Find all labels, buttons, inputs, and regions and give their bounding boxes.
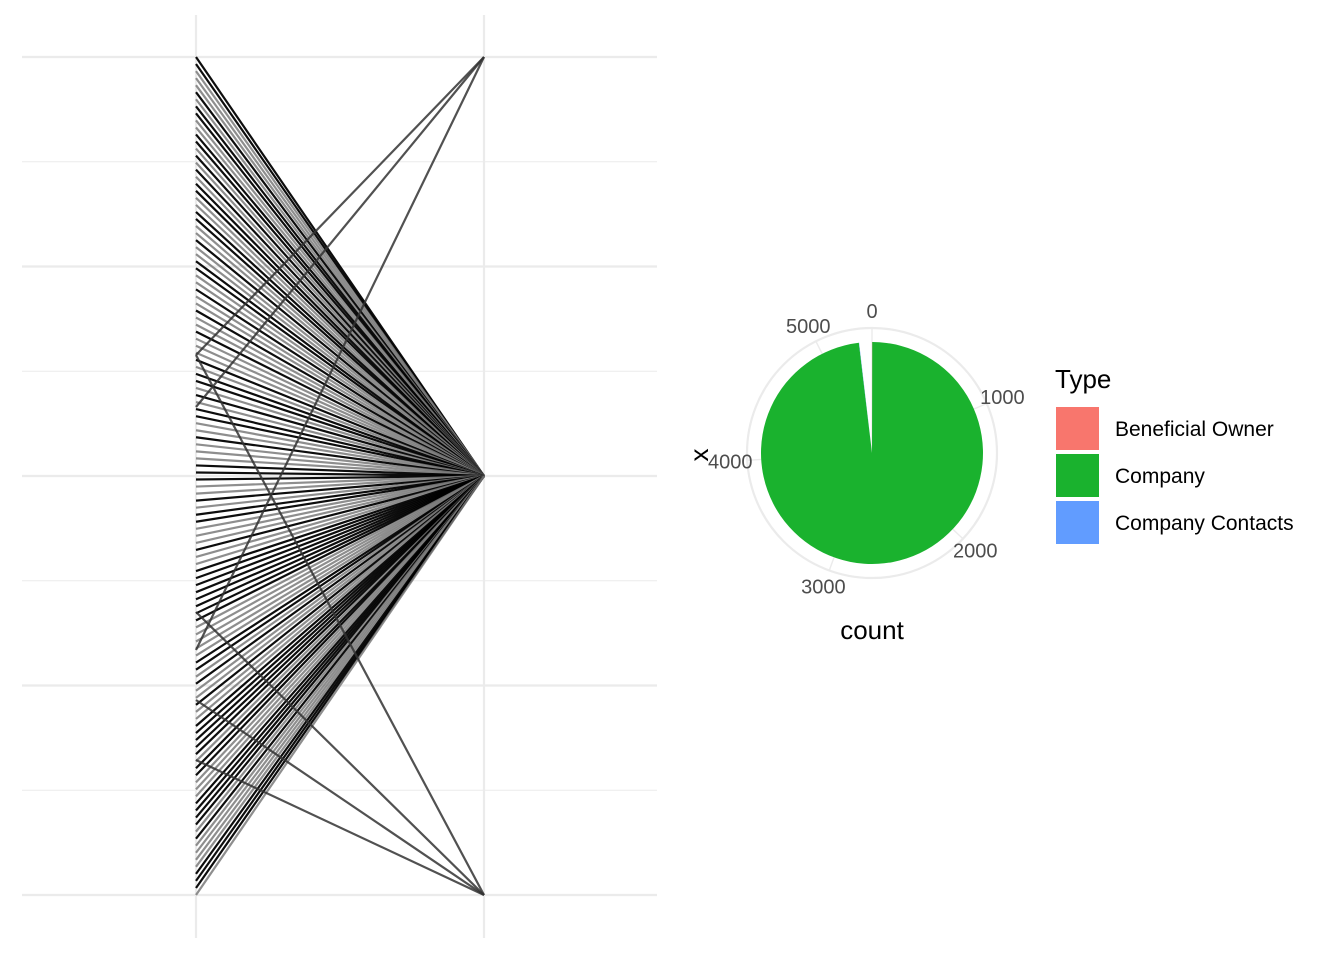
network-edge [195, 379, 485, 478]
pie-tick-label: 5000 [786, 316, 831, 338]
network-edge [195, 474, 485, 537]
network-edge [195, 474, 485, 495]
network-edge [195, 56, 485, 356]
legend-items: Beneficial Owner Company Company Contacts [1056, 407, 1294, 544]
network-edge [195, 443, 485, 478]
network-edge [195, 475, 485, 896]
pie-slice-company [760, 342, 983, 564]
network-edge [195, 471, 485, 478]
network-edge [195, 611, 485, 896]
pie-tick-label: 3000 [801, 576, 846, 598]
legend-key-company [1056, 454, 1099, 497]
network-edge [195, 474, 485, 573]
network-edges [195, 56, 485, 896]
network-edge [195, 474, 485, 530]
network-edge [195, 450, 485, 478]
legend-key-company-contacts [1056, 501, 1099, 544]
network-edge [195, 474, 485, 559]
network-panel [22, 15, 657, 938]
network-edge [195, 464, 485, 478]
network-edge [195, 474, 485, 488]
network-edge [195, 474, 485, 516]
legend-label: Company Contacts [1115, 512, 1294, 535]
pie-tick-labels: 0 1000 2000 3000 4000 5000 [708, 301, 1025, 598]
legend-label: Company [1115, 465, 1205, 488]
network-edge [195, 365, 485, 478]
legend: Type Beneficial Owner Company Company Cont… [1055, 364, 1294, 544]
pie-slice-company-contacts [858, 342, 872, 453]
network-edge [195, 474, 485, 523]
pie-panel: 0 1000 2000 3000 4000 5000 x count [684, 301, 1025, 645]
network-edge [195, 372, 485, 478]
pie-tick-label: 1000 [980, 387, 1025, 409]
legend-label: Beneficial Owner [1115, 418, 1274, 441]
pie-slices [760, 342, 983, 564]
legend-title: Type [1055, 364, 1111, 394]
pie-tick-label: 4000 [708, 451, 753, 473]
network-edge [195, 759, 485, 896]
legend-key-beneficial-owner [1056, 407, 1099, 450]
pie-tick-label: 0 [866, 301, 877, 323]
network-edge [195, 354, 485, 896]
pie-x-axis-title: x [684, 449, 714, 462]
network-edge [195, 474, 485, 481]
network-edge [195, 474, 485, 502]
network-edge [195, 400, 485, 478]
network-edge [195, 457, 485, 478]
pie-tick-label: 2000 [953, 540, 998, 562]
network-edge [195, 56, 485, 408]
network-edge [195, 415, 485, 478]
network-edge [195, 474, 485, 509]
network-edge [195, 56, 485, 651]
network-edge [195, 408, 485, 478]
network-edge [195, 474, 485, 552]
network-edge [195, 393, 485, 478]
network-edge [195, 429, 485, 478]
network-grid [22, 15, 657, 938]
network-edge [195, 474, 485, 544]
network-edge [195, 386, 485, 478]
pie-y-axis-title: count [840, 615, 904, 645]
network-edge [195, 699, 485, 896]
network-edge [195, 422, 485, 478]
